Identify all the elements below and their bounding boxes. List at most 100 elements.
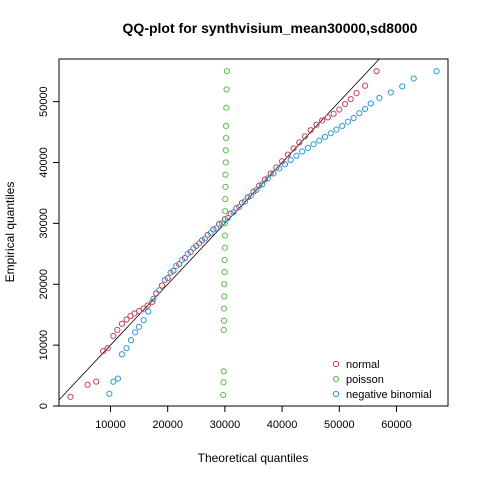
data-point bbox=[184, 250, 191, 257]
data-point bbox=[220, 368, 227, 375]
data-point bbox=[261, 176, 269, 183]
data-point bbox=[361, 105, 369, 113]
data-point bbox=[140, 317, 147, 324]
data-point bbox=[222, 195, 229, 203]
data-point bbox=[222, 159, 229, 166]
data-point bbox=[341, 100, 349, 108]
data-point bbox=[131, 310, 138, 317]
data-point bbox=[333, 126, 340, 133]
legend-entry: poisson bbox=[346, 374, 384, 386]
data-point bbox=[276, 165, 283, 172]
y-tick-label: 30000 bbox=[38, 208, 50, 239]
data-point bbox=[376, 94, 383, 102]
series-poisson bbox=[220, 68, 230, 399]
data-point bbox=[145, 308, 152, 315]
data-point bbox=[293, 152, 300, 159]
data-point bbox=[220, 305, 228, 312]
data-point bbox=[223, 86, 230, 93]
x-tick-label: 10000 bbox=[95, 419, 126, 431]
data-point bbox=[387, 89, 394, 96]
data-point bbox=[310, 141, 317, 148]
data-point bbox=[256, 182, 263, 189]
data-point bbox=[313, 121, 320, 128]
data-point bbox=[267, 170, 274, 177]
data-point bbox=[222, 183, 229, 190]
data-point bbox=[221, 216, 228, 223]
data-point bbox=[223, 104, 230, 111]
y-axis-label: Empirical quantiles bbox=[3, 182, 17, 283]
data-point bbox=[153, 290, 160, 297]
data-point bbox=[247, 192, 254, 200]
data-point bbox=[118, 320, 126, 327]
data-point bbox=[220, 326, 227, 334]
data-point bbox=[161, 276, 168, 284]
data-point bbox=[296, 139, 303, 146]
data-point bbox=[264, 175, 271, 182]
data-point bbox=[167, 269, 174, 276]
data-point bbox=[350, 114, 357, 122]
data-point bbox=[123, 316, 130, 323]
legend-marker bbox=[332, 375, 340, 383]
data-point bbox=[221, 220, 228, 227]
data-point bbox=[319, 117, 326, 124]
x-axis: 10000 20000 30000 40000 50000 60000 bbox=[95, 405, 412, 431]
data-point bbox=[287, 156, 294, 164]
data-point bbox=[221, 268, 228, 276]
data-point bbox=[213, 225, 220, 232]
data-point bbox=[222, 147, 229, 154]
y-tick-label: 40000 bbox=[38, 147, 50, 178]
x-tick-label: 60000 bbox=[381, 419, 412, 431]
data-point bbox=[135, 323, 143, 330]
data-point bbox=[114, 375, 122, 382]
legend-marker bbox=[332, 390, 340, 398]
data-point bbox=[347, 96, 354, 103]
series-negative-binomial bbox=[106, 68, 440, 397]
data-point bbox=[356, 110, 363, 117]
data-point bbox=[222, 208, 229, 215]
data-point bbox=[270, 170, 277, 177]
data-point bbox=[221, 256, 228, 263]
data-point bbox=[299, 148, 306, 155]
x-tick-label: 20000 bbox=[152, 419, 183, 431]
data-point bbox=[67, 393, 74, 400]
data-point bbox=[253, 186, 260, 193]
legend: normal poisson negative binomial bbox=[332, 359, 432, 401]
data-point bbox=[373, 68, 380, 75]
data-point bbox=[301, 133, 309, 140]
data-point bbox=[140, 305, 147, 312]
data-point bbox=[150, 295, 157, 302]
data-point bbox=[93, 378, 100, 385]
data-point bbox=[233, 205, 240, 212]
data-point bbox=[220, 391, 227, 399]
x-axis-label: Theoretical quantiles bbox=[198, 451, 309, 465]
data-point bbox=[281, 161, 289, 168]
data-point bbox=[173, 262, 180, 270]
data-point bbox=[144, 302, 151, 309]
data-point bbox=[106, 390, 113, 397]
y-tick-label: 20000 bbox=[38, 269, 50, 300]
data-point bbox=[304, 144, 311, 151]
data-point bbox=[156, 287, 163, 294]
data-point bbox=[223, 68, 230, 75]
y-axis: 0 10000 20000 30000 40000 50000 bbox=[38, 86, 60, 409]
data-point bbox=[316, 137, 323, 144]
y-tick-label: 10000 bbox=[38, 330, 50, 361]
data-point bbox=[149, 298, 156, 305]
y-tick-label: 50000 bbox=[38, 86, 50, 117]
legend-entry: negative binomial bbox=[346, 389, 432, 401]
x-tick-label: 40000 bbox=[267, 419, 298, 431]
data-point bbox=[284, 151, 291, 158]
data-point bbox=[327, 130, 334, 137]
data-point bbox=[410, 75, 417, 82]
data-point bbox=[336, 106, 343, 113]
data-point bbox=[221, 244, 228, 251]
data-point bbox=[258, 181, 266, 188]
data-point bbox=[131, 329, 139, 336]
data-point bbox=[433, 68, 440, 75]
chart-title: QQ-plot for synthvisium_mean30000,sd8000 bbox=[123, 20, 418, 36]
x-tick-label: 30000 bbox=[210, 419, 241, 431]
data-point bbox=[244, 194, 251, 201]
data-point bbox=[230, 209, 237, 216]
data-point bbox=[290, 145, 297, 152]
